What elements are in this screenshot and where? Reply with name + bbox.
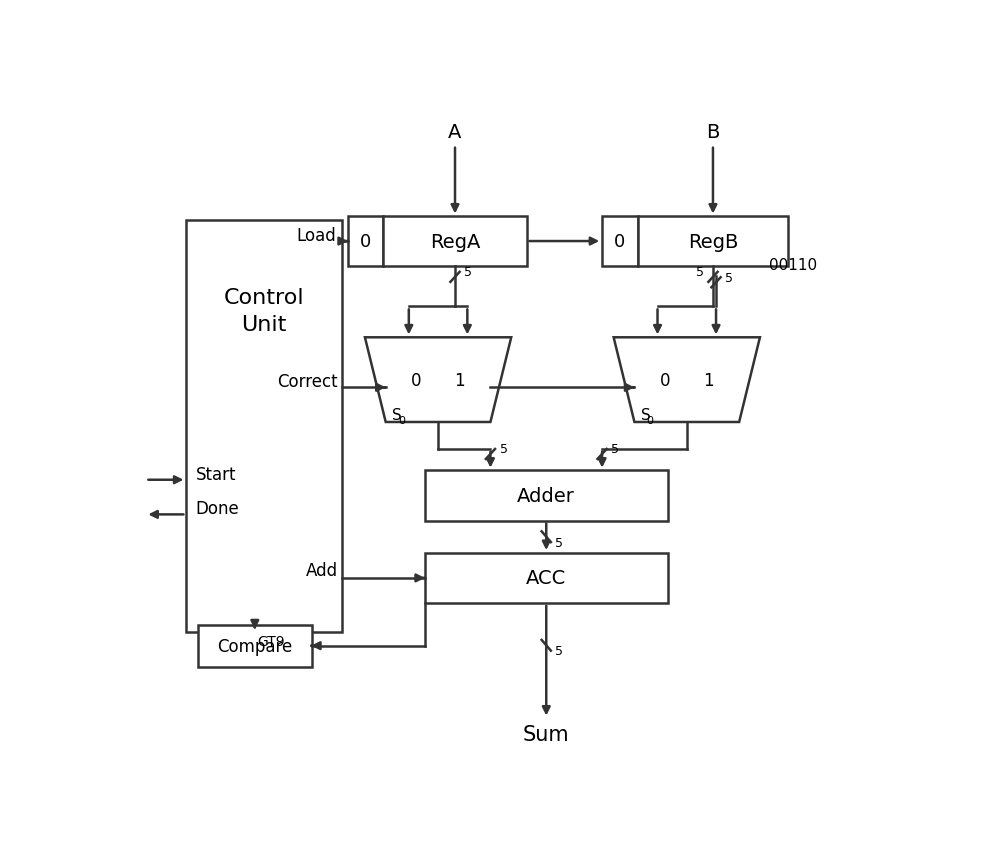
- Text: Correct: Correct: [277, 373, 338, 391]
- Text: A: A: [448, 123, 461, 142]
- Text: Done: Done: [196, 499, 240, 517]
- Text: 1: 1: [454, 371, 465, 389]
- Text: Unit: Unit: [242, 315, 287, 335]
- Bar: [348, 217, 383, 267]
- Text: 0: 0: [660, 371, 670, 389]
- Text: Add: Add: [306, 561, 338, 579]
- Text: 5: 5: [696, 266, 704, 279]
- Bar: [198, 625, 312, 667]
- Text: S: S: [641, 407, 650, 422]
- Text: Control: Control: [224, 288, 304, 308]
- Text: RegA: RegA: [430, 232, 480, 251]
- Text: 0: 0: [646, 415, 653, 425]
- Text: Sum: Sum: [523, 724, 569, 744]
- Bar: [186, 221, 342, 633]
- Text: Adder: Adder: [518, 486, 575, 505]
- Text: 5: 5: [726, 271, 734, 284]
- Polygon shape: [365, 338, 511, 423]
- Text: RegB: RegB: [688, 232, 739, 251]
- Text: GT9: GT9: [257, 635, 285, 648]
- Text: B: B: [706, 123, 720, 142]
- Bar: [383, 217, 527, 267]
- Bar: [638, 217, 788, 267]
- Text: 5: 5: [500, 443, 508, 456]
- Text: 1: 1: [703, 371, 714, 389]
- Text: 5: 5: [464, 266, 472, 279]
- Text: Start: Start: [196, 465, 236, 483]
- Text: 00110: 00110: [769, 257, 818, 272]
- Text: S: S: [392, 407, 402, 422]
- Text: 5: 5: [555, 536, 563, 549]
- Text: 0: 0: [614, 233, 626, 251]
- Text: 5: 5: [555, 644, 563, 658]
- Bar: [425, 471, 667, 521]
- Text: 0: 0: [398, 415, 405, 425]
- Text: 0: 0: [411, 371, 422, 389]
- Text: Compare: Compare: [217, 637, 292, 655]
- Polygon shape: [614, 338, 760, 423]
- Bar: [602, 217, 638, 267]
- Text: Load: Load: [296, 226, 336, 245]
- Bar: [425, 554, 667, 604]
- Text: 0: 0: [360, 233, 371, 251]
- Text: 5: 5: [612, 443, 620, 456]
- Text: ACC: ACC: [526, 569, 566, 588]
